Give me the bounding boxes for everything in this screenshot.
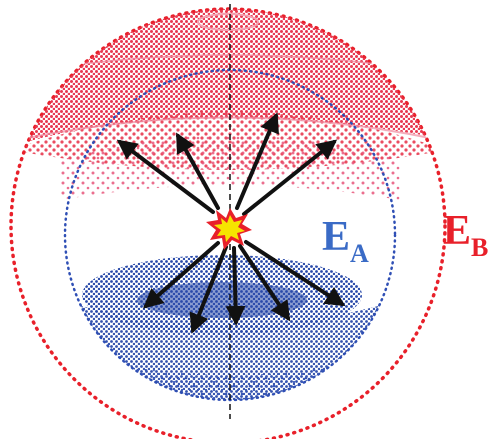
arrow-down-3 bbox=[225, 246, 246, 326]
arrow-up-1 bbox=[116, 139, 215, 214]
arrow-down-4 bbox=[238, 244, 291, 322]
inner-sphere-label-sub: A bbox=[350, 239, 369, 268]
arrow-down-2 bbox=[189, 245, 228, 334]
emission-arrows bbox=[116, 112, 346, 334]
arrow-up-3 bbox=[235, 112, 279, 210]
arrow-up-4 bbox=[242, 139, 338, 216]
inner-sphere-label-main: E bbox=[322, 214, 351, 260]
arrow-down-1 bbox=[142, 241, 220, 309]
arrow-down-5 bbox=[244, 240, 346, 307]
arrow-up-2 bbox=[176, 132, 220, 210]
outer-sphere-label-sub: B bbox=[471, 233, 489, 262]
outer-sphere-label-main: E bbox=[443, 208, 472, 254]
emission-burst-icon bbox=[206, 208, 252, 250]
inner-sphere-label: EA bbox=[322, 214, 369, 267]
outer-sphere-label: EB bbox=[443, 208, 488, 261]
outer-sphere-red-cap bbox=[11, 9, 445, 200]
